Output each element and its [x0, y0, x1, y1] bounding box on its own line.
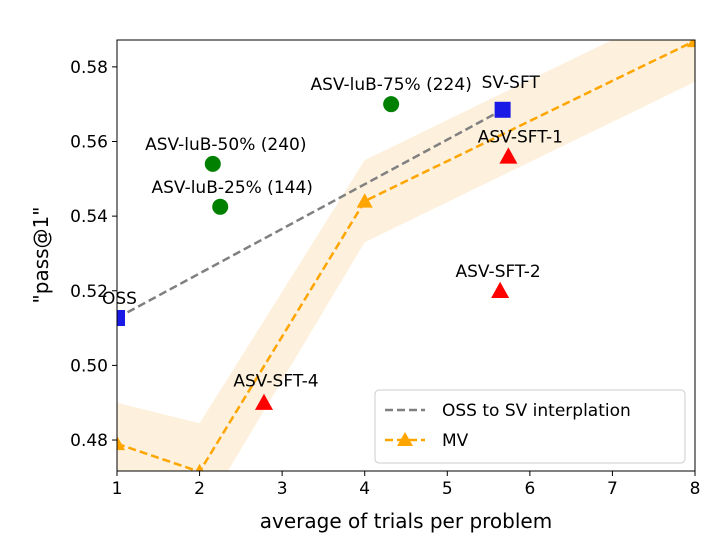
y-tick-label: 0.50 [70, 356, 108, 376]
x-tick-label: 3 [277, 479, 288, 499]
x-tick-label: 6 [524, 479, 535, 499]
point-square [117, 310, 125, 327]
point-label: ASV-luB-50% (240) [145, 135, 306, 155]
x-tick-label: 1 [112, 479, 123, 499]
y-tick-label: 0.52 [70, 282, 108, 302]
point-triangle [499, 147, 518, 164]
mv-line [117, 40, 695, 471]
mv-point [356, 193, 373, 208]
mv-point [195, 463, 204, 471]
x-tick-label: 7 [607, 479, 618, 499]
mv-point [687, 40, 695, 48]
y-tick-label: 0.48 [70, 431, 108, 451]
legend-mv-label: MV [442, 431, 469, 451]
x-tick-label: 4 [359, 479, 370, 499]
x-tick-label: 2 [194, 479, 205, 499]
point-triangle [254, 393, 273, 410]
x-tick-label: 8 [690, 479, 701, 499]
y-tick-label: 0.56 [70, 132, 108, 152]
legend-mv-marker [397, 432, 413, 446]
mv-point [117, 435, 125, 451]
point-label: ASV-luB-25% (144) [152, 178, 313, 198]
point-label: OSS [102, 289, 137, 309]
mv-confidence-band [117, 40, 695, 471]
point-label: ASV-SFT-1 [478, 127, 563, 147]
point-label: ASV-SFT-2 [456, 262, 541, 282]
point-circle [204, 155, 221, 172]
point-triangle [491, 281, 510, 298]
y-tick-label: 0.58 [70, 58, 108, 78]
point-circle [383, 96, 400, 113]
plot-frame [116, 39, 696, 472]
x-axis-label: average of trials per problem [260, 509, 552, 533]
point-circle [212, 198, 229, 215]
point-square [494, 101, 511, 118]
x-tick-label: 5 [442, 479, 453, 499]
interpolation-line [117, 108, 504, 320]
point-label: ASV-SFT-4 [233, 372, 318, 392]
y-tick-label: 0.54 [70, 207, 108, 227]
legend: OSS to SV interplation MV [374, 389, 686, 464]
point-label: SV-SFT [482, 73, 541, 93]
point-label: ASV-luB-75% (224) [310, 75, 471, 95]
y-axis-label: "pass@1" [29, 207, 53, 304]
legend-interp-label: OSS to SV interplation [442, 401, 631, 421]
